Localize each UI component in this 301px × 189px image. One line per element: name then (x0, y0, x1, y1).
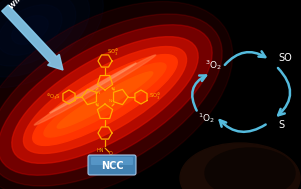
Ellipse shape (57, 72, 153, 128)
FancyBboxPatch shape (88, 155, 136, 175)
Text: N: N (95, 103, 99, 107)
Ellipse shape (0, 5, 62, 55)
Ellipse shape (34, 55, 156, 125)
Text: S: S (278, 120, 284, 130)
Text: NCC: NCC (101, 161, 123, 171)
Ellipse shape (33, 55, 177, 146)
Text: $\mathsf{SO_3^{\ominus}}$: $\mathsf{SO_3^{\ominus}}$ (107, 48, 119, 58)
Text: SO: SO (278, 53, 292, 63)
Ellipse shape (0, 25, 212, 175)
Ellipse shape (180, 143, 300, 189)
Text: $^1$O$_2$: $^1$O$_2$ (197, 111, 214, 125)
Ellipse shape (0, 0, 103, 88)
Ellipse shape (0, 0, 76, 66)
Ellipse shape (12, 37, 198, 163)
FancyBboxPatch shape (91, 157, 133, 165)
Ellipse shape (12, 15, 48, 44)
Ellipse shape (205, 148, 295, 189)
Ellipse shape (0, 0, 90, 77)
Ellipse shape (23, 46, 187, 153)
Text: HN: HN (97, 148, 104, 153)
Text: $\mathsf{SO_3^{\ominus}}$: $\mathsf{SO_3^{\ominus}}$ (149, 92, 161, 102)
FancyArrow shape (2, 5, 63, 70)
Ellipse shape (50, 63, 136, 113)
Text: N: N (111, 87, 115, 91)
Ellipse shape (44, 63, 166, 137)
Ellipse shape (0, 14, 222, 186)
Text: O: O (109, 151, 113, 156)
Text: NH: NH (109, 99, 115, 103)
Text: $\mathsf{{}^{\ominus}O_3S}$: $\mathsf{{}^{\ominus}O_3S}$ (46, 92, 61, 102)
Ellipse shape (0, 2, 233, 189)
Text: White light: White light (9, 0, 43, 10)
Text: $^3$O$_2$: $^3$O$_2$ (205, 58, 222, 72)
Text: HN: HN (95, 91, 101, 95)
